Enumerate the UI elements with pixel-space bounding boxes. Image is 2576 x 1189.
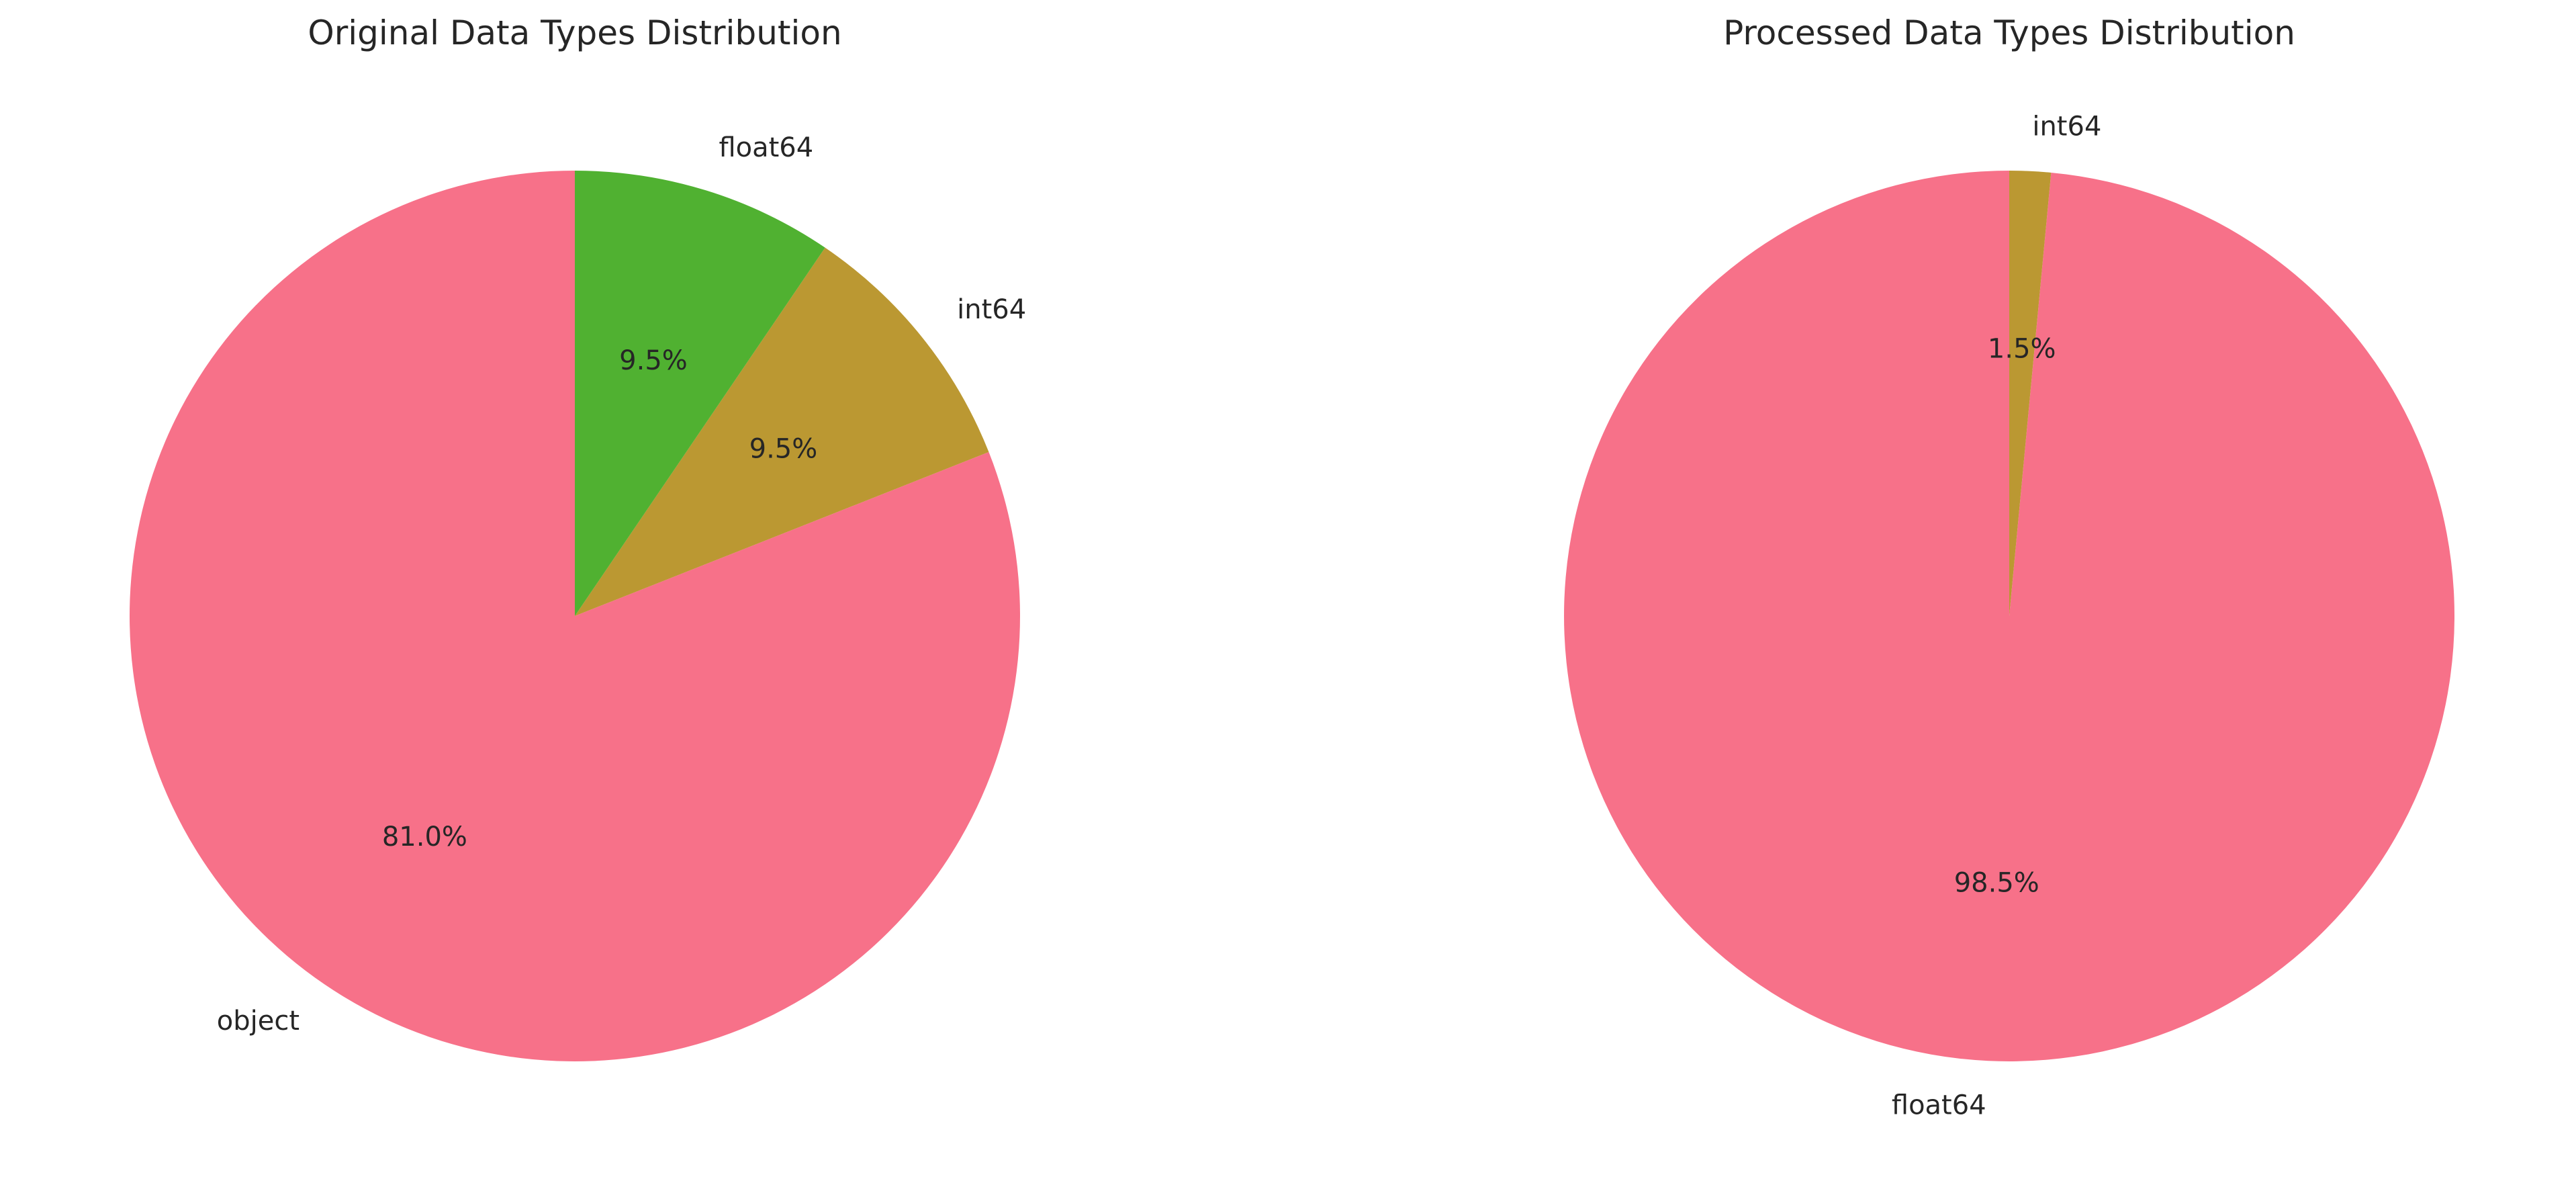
slice-percent-int64: 9.5% [749, 433, 818, 464]
slice-label-float64: float64 [719, 132, 813, 163]
slice-percent-float64: 98.5% [1954, 867, 2039, 898]
slice-percent-int64: 1.5% [1988, 334, 2056, 365]
slice-label-float64: float64 [1892, 1090, 1986, 1120]
pie-slices [1564, 171, 2455, 1061]
pie-slice-object [129, 171, 1020, 1061]
pie-slice-float64 [1564, 171, 2455, 1061]
pie-chart-original: Original Data Types Distribution object 8… [129, 13, 1026, 1061]
chart-title: Processed Data Types Distribution [1723, 13, 2295, 52]
slice-label-int64: int64 [2032, 112, 2101, 142]
pie-chart-processed: Processed Data Types Distribution float6… [1564, 13, 2455, 1121]
pie-slice-int64 [2009, 171, 2052, 616]
slice-label-object: object [217, 1006, 300, 1037]
pie-labels: float64 98.5% int64 1.5% [1892, 112, 2102, 1121]
pie-slice-float64 [575, 171, 825, 616]
pie-slices [129, 171, 1020, 1061]
pie-labels: object 81.0% int64 9.5% float64 9.5% [217, 132, 1026, 1037]
slice-percent-float64: 9.5% [619, 345, 688, 376]
chart-title: Original Data Types Distribution [308, 13, 841, 52]
pie-slice-int64 [575, 247, 989, 616]
slice-percent-object: 81.0% [382, 822, 467, 852]
slice-label-int64: int64 [957, 294, 1026, 325]
